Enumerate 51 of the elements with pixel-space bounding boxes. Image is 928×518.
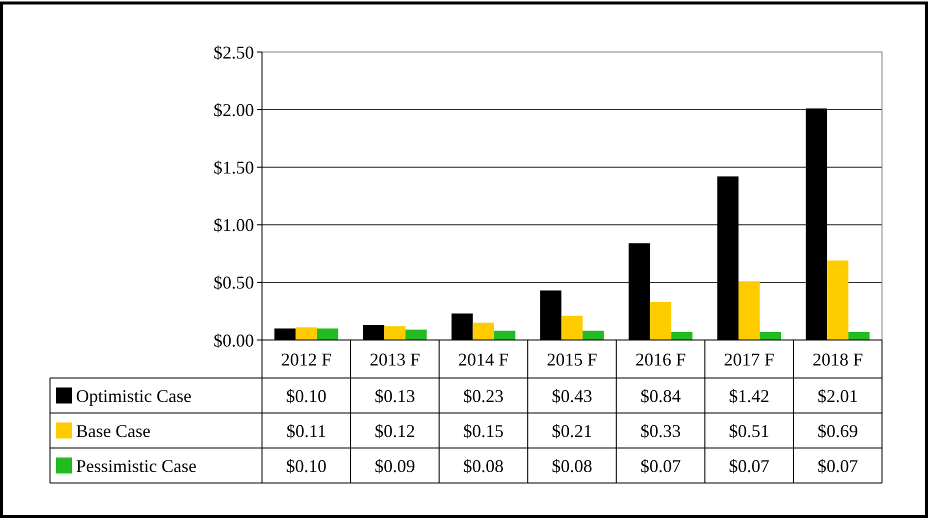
bar	[827, 260, 848, 340]
y-tick-label: $1.50	[214, 158, 254, 178]
y-tick-label: $2.50	[214, 42, 254, 62]
bar	[650, 302, 672, 340]
data-label: $0.12	[374, 420, 416, 441]
data-label: $0.07	[817, 456, 858, 476]
data-label: $0.10	[286, 456, 327, 476]
bar	[848, 332, 870, 340]
bar	[472, 322, 494, 340]
legend-label: Pessimistic Case	[76, 456, 197, 476]
x-tick-label: 2016 F	[635, 349, 686, 370]
bar	[738, 281, 760, 340]
x-tick-label: 2013 F	[370, 349, 420, 370]
data-label: $0.08	[463, 456, 504, 476]
bar	[561, 316, 583, 340]
bar	[671, 332, 692, 340]
data-label: $0.33	[640, 420, 681, 441]
data-label: $0.69	[817, 420, 858, 441]
data-label: $0.23	[463, 386, 504, 406]
x-tick-label: 2015 F	[546, 349, 598, 370]
x-tick-label: 2018 F	[812, 349, 863, 370]
data-label: $2.01	[817, 386, 858, 406]
data-label: $0.21	[552, 420, 592, 441]
bar	[405, 330, 427, 340]
data-label: $0.43	[552, 386, 592, 406]
bar	[760, 332, 782, 340]
data-label: $0.13	[374, 386, 416, 406]
bar	[494, 330, 516, 340]
bar	[296, 327, 317, 340]
y-tick-label: $2.00	[214, 100, 254, 120]
y-tick-label: $0.00	[214, 330, 254, 350]
bar	[384, 326, 406, 340]
data-label: $1.42	[728, 386, 770, 406]
legend-label: Base Case	[76, 420, 150, 441]
data-label: $0.08	[552, 456, 592, 476]
data-label: $0.11	[286, 420, 326, 441]
legend-label: Optimistic Case	[76, 386, 192, 406]
data-label: $0.10	[286, 386, 327, 406]
bar	[582, 330, 604, 340]
data-label: $0.84	[640, 386, 681, 406]
x-tick-label: 2017 F	[724, 349, 774, 370]
y-tick-label: $0.50	[214, 272, 254, 293]
data-label: $0.07	[640, 456, 681, 476]
data-label: $0.15	[463, 420, 504, 441]
bar	[316, 328, 338, 340]
data-label: $0.51	[728, 420, 770, 441]
data-label: $0.07	[728, 456, 770, 476]
y-tick-label: $1.00	[214, 215, 254, 236]
data-label: $0.09	[374, 456, 416, 476]
x-tick-label: 2012 F	[281, 349, 332, 370]
x-tick-label: 2014 F	[458, 349, 509, 370]
